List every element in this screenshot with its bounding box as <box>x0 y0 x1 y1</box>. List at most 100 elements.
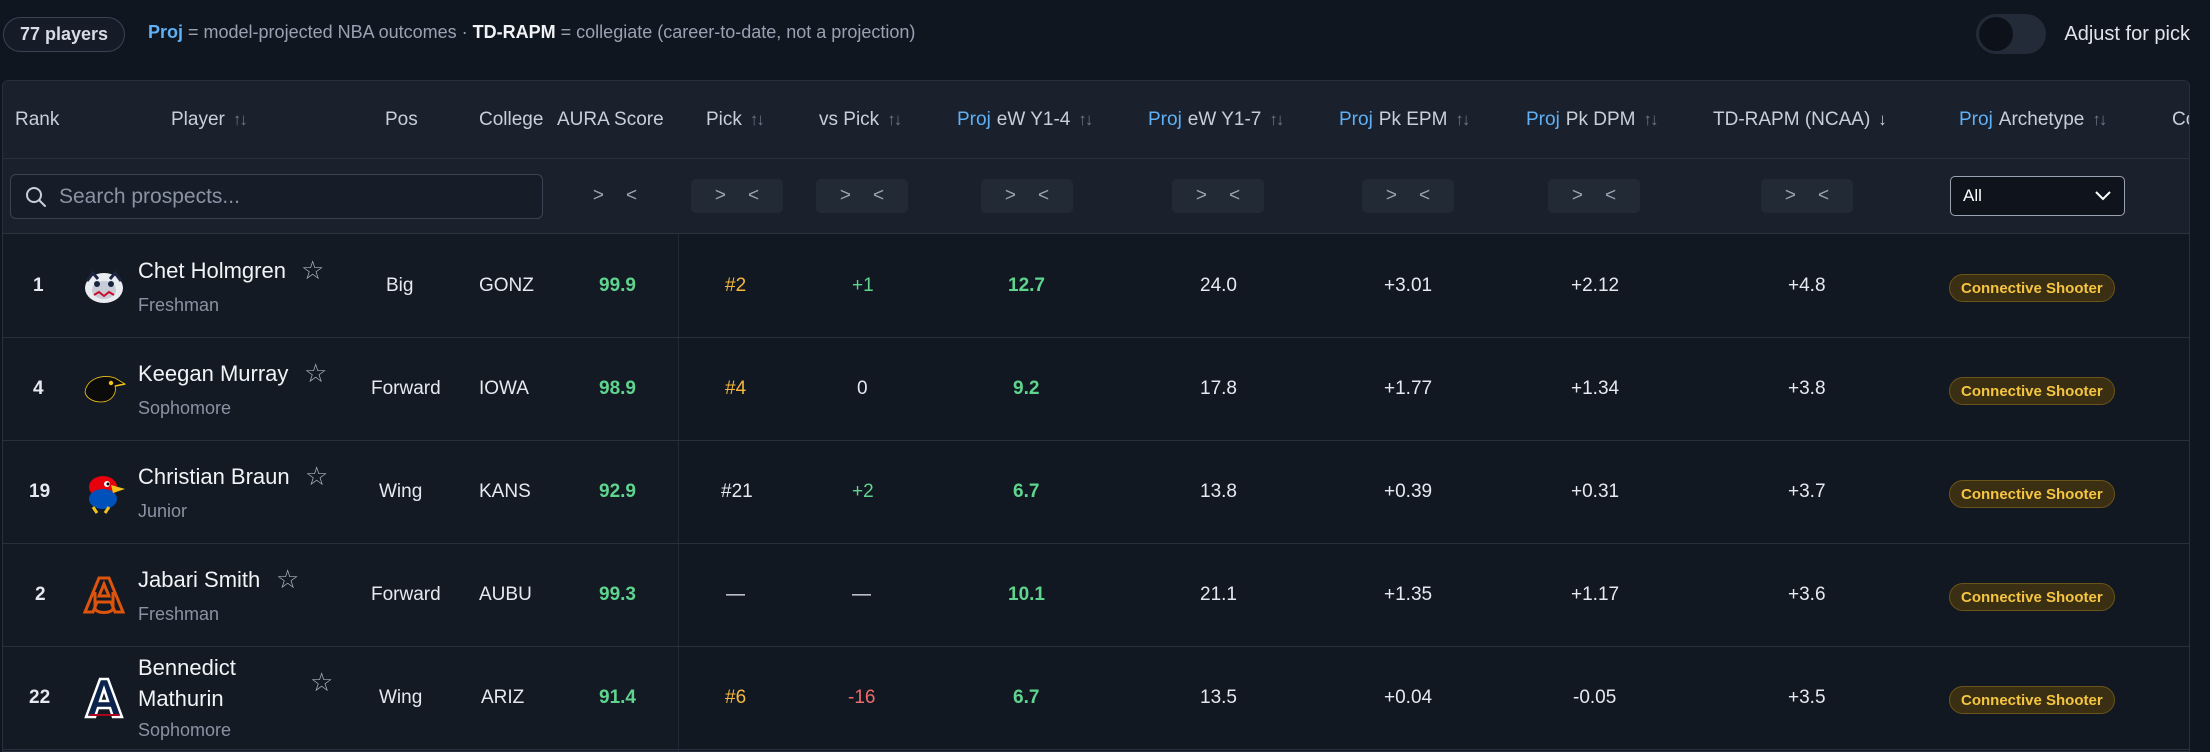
gt-filter[interactable]: > <box>592 185 604 206</box>
col-header-archetype[interactable]: Proj Archetype ↑↓ <box>1959 81 2107 159</box>
player-name[interactable]: Keegan Murray <box>138 361 289 386</box>
college-cell: AUBU <box>479 584 532 605</box>
vs-pick-range-filter[interactable]: > < <box>816 179 908 213</box>
table-row[interactable]: 2 Jabari Smith ☆ Freshman Forward AUBU 9… <box>3 544 2189 647</box>
archetype-badge: Connective Shooter <box>1949 583 2115 611</box>
col-header-pk-epm[interactable]: Proj Pk EPM ↑↓ <box>1339 81 1470 159</box>
col-header-ew-y1-4[interactable]: Proj eW Y1-4 ↑↓ <box>957 81 1093 159</box>
vs-pick-cell: +2 <box>852 481 874 502</box>
col-header-td-rapm[interactable]: TD-RAPM (NCAA) ↓ <box>1713 81 1887 159</box>
gt-filter[interactable]: > <box>1784 185 1796 206</box>
toggle-knob <box>1979 17 2014 51</box>
aura-cell: 99.3 <box>599 584 636 605</box>
pos-cell: Wing <box>379 481 423 502</box>
vs-pick-cell: -16 <box>848 687 876 708</box>
gt-filter[interactable]: > <box>1004 185 1016 206</box>
search-input[interactable] <box>59 184 539 209</box>
lt-filter[interactable]: < <box>1419 185 1431 206</box>
adjust-for-pick-toggle[interactable] <box>1976 14 2047 54</box>
hawkeye-logo-icon <box>81 366 127 412</box>
col-header-tdrapm-label: TD-RAPM (NCAA) <box>1713 109 1871 130</box>
rank-cell: 2 <box>35 584 46 605</box>
college-cell: ARIZ <box>481 687 525 708</box>
gt-filter[interactable]: > <box>714 185 726 206</box>
col-header-cut-off[interactable]: Co <box>2172 81 2189 159</box>
college-cell: KANS <box>479 481 531 502</box>
pkdpm-cell: +1.17 <box>1571 584 1620 605</box>
lt-filter[interactable]: < <box>1038 185 1050 206</box>
tdrapm-cell: +3.5 <box>1788 687 1826 708</box>
table-row[interactable]: 4 Keegan Murray ☆ Sophomore Forward IOWA… <box>3 338 2189 441</box>
aura-cell: 98.9 <box>599 378 636 399</box>
pkdpm-cell: +1.34 <box>1571 378 1620 399</box>
aura-range-filter[interactable]: > < <box>569 179 661 213</box>
chevron-down-icon <box>2095 191 2111 201</box>
lt-filter[interactable]: < <box>1818 185 1830 206</box>
player-name[interactable]: Bennedict Mathurin <box>138 655 236 711</box>
tdrapm-cell: +3.8 <box>1788 378 1826 399</box>
pkepm-range-filter[interactable]: > < <box>1362 179 1454 213</box>
lt-filter[interactable]: < <box>748 185 760 206</box>
sort-icon: ↑↓ <box>1269 110 1284 129</box>
gt-filter[interactable]: > <box>1571 185 1583 206</box>
lt-filter[interactable]: < <box>626 185 638 206</box>
ew14-cell: 6.7 <box>1013 687 1040 708</box>
ew17-range-filter[interactable]: > < <box>1172 179 1264 213</box>
rank-cell: 4 <box>33 378 44 399</box>
pos-cell: Forward <box>371 378 441 399</box>
table-row[interactable]: 22 Bennedict Mathurin ☆ Sophomore Wing A… <box>3 647 2189 750</box>
star-icon[interactable]: ☆ <box>305 461 329 491</box>
col-header-player[interactable]: Player ↑↓ <box>171 81 248 159</box>
rank-cell: 1 <box>33 275 44 296</box>
ew14-range-filter[interactable]: > < <box>981 179 1073 213</box>
col-header-college[interactable]: College <box>479 81 543 159</box>
pick-range-filter[interactable]: > < <box>691 179 783 213</box>
star-icon[interactable]: ☆ <box>276 564 300 594</box>
college-cell: IOWA <box>479 378 529 399</box>
pkdpm-range-filter[interactable]: > < <box>1548 179 1640 213</box>
col-header-aura-label: AURA Score <box>557 109 664 130</box>
table-row[interactable]: 1 Chet Holmgren ☆ Freshman Big GONZ 99.9… <box>3 235 2189 338</box>
lt-filter[interactable]: < <box>873 185 885 206</box>
player-name[interactable]: Chet Holmgren <box>138 258 286 283</box>
pick-cell: #21 <box>721 481 753 502</box>
player-name[interactable]: Christian Braun <box>138 464 290 489</box>
archetype-select[interactable]: All <box>1950 176 2125 216</box>
legend-text: Proj = model-projected NBA outcomes · TD… <box>148 22 915 43</box>
ew17-cell: 24.0 <box>1200 275 1237 296</box>
pick-cell: #4 <box>725 378 747 399</box>
pkepm-cell: +1.77 <box>1384 378 1433 399</box>
col-header-pos[interactable]: Pos <box>385 81 418 159</box>
player-class: Sophomore <box>138 398 232 418</box>
pos-cell: Big <box>386 275 414 296</box>
legend-tdrapm: TD-RAPM <box>472 22 556 42</box>
col-header-pk-dpm[interactable]: Proj Pk DPM ↑↓ <box>1526 81 1658 159</box>
col-header-player-label: Player <box>171 109 225 130</box>
ew17-cell: 21.1 <box>1200 584 1237 605</box>
col-header-pick[interactable]: Pick ↑↓ <box>706 81 765 159</box>
search-box[interactable] <box>10 174 543 219</box>
table-header-row: Rank Player ↑↓ Pos College AURA Score Pic… <box>3 81 2189 159</box>
archetype-badge: Connective Shooter <box>1949 480 2115 508</box>
col-header-aura-score[interactable]: AURA Score <box>557 81 664 159</box>
gt-filter[interactable]: > <box>1195 185 1207 206</box>
tdrapm-range-filter[interactable]: > < <box>1761 179 1853 213</box>
sort-icon: ↑↓ <box>2092 110 2107 129</box>
col-header-vs-pick[interactable]: vs Pick ↑↓ <box>819 81 902 159</box>
lt-filter[interactable]: < <box>1229 185 1241 206</box>
star-icon[interactable]: ☆ <box>310 667 334 697</box>
col-header-rank[interactable]: Rank <box>15 81 59 159</box>
table-row[interactable]: 19 Christian Braun ☆ Junior Wing KANS 92… <box>3 441 2189 544</box>
lt-filter[interactable]: < <box>1605 185 1617 206</box>
gt-filter[interactable]: > <box>839 185 851 206</box>
player-name[interactable]: Jabari Smith <box>138 567 261 592</box>
gt-filter[interactable]: > <box>1385 185 1397 206</box>
star-icon[interactable]: ☆ <box>301 255 325 285</box>
col-header-pos-label: Pos <box>385 109 418 130</box>
pkdpm-cell: +0.31 <box>1571 481 1620 502</box>
star-icon[interactable]: ☆ <box>304 358 328 388</box>
col-header-ew-y1-7[interactable]: Proj eW Y1-7 ↑↓ <box>1148 81 1284 159</box>
player-class: Freshman <box>138 604 220 624</box>
archetype-badge: Connective Shooter <box>1949 274 2115 302</box>
sort-desc-icon: ↓ <box>1878 110 1887 129</box>
